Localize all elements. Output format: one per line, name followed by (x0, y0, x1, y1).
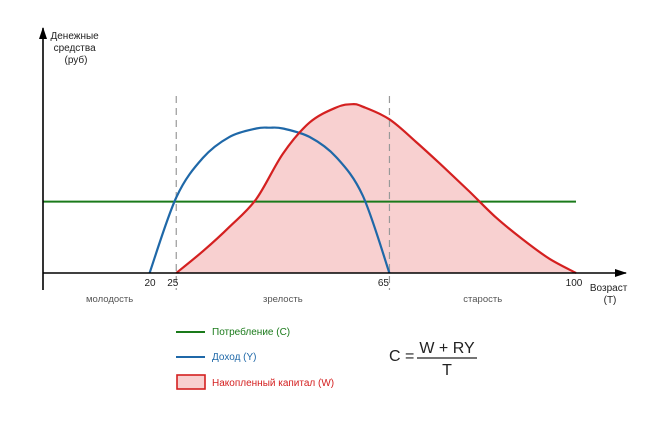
x-tick-label-100: 100 (566, 278, 583, 289)
series-layer (43, 103, 577, 274)
x-axis-label-line-2: (T) (604, 295, 617, 306)
x-tick-label-20: 20 (144, 278, 156, 289)
income-curve (148, 126, 391, 274)
area-layer (176, 104, 577, 273)
x-tick-label-65: 65 (378, 278, 390, 289)
period-separators (175, 96, 391, 290)
y-axis-label-line-3: (руб) (65, 54, 88, 66)
period-label-0: молодость (86, 294, 133, 305)
formula-denominator: T (442, 362, 452, 379)
x-axis-label: Возраст (T) (590, 283, 630, 306)
x-axis-label-line-1: Возраст (590, 283, 628, 294)
formula: C = W + RY T (389, 340, 477, 379)
formula-lhs: C = (389, 348, 414, 365)
legend-label-income: Доход (Y) (212, 352, 257, 363)
capital-curve (175, 103, 577, 274)
legend: Потребление (C) Доход (Y) Накопленный ка… (176, 326, 334, 390)
x-tick-label-25: 25 (167, 278, 179, 289)
x-tick-labels: 20 25 65 100 (144, 278, 582, 289)
y-axis-label-line-1: Денежные (50, 31, 99, 42)
y-axis-label-line-2: средства (54, 43, 97, 54)
capital-area-fill (176, 104, 577, 273)
y-axis-label: Денежные средства (руб) (50, 31, 101, 66)
period-labels: молодость зрелость старость (86, 294, 502, 305)
legend-label-consumption: Потребление (C) (212, 326, 290, 338)
formula-numerator: W + RY (419, 340, 475, 357)
legend-swatch-capital (176, 374, 206, 390)
legend-label-capital: Накопленный капитал (W) (212, 378, 334, 389)
period-label-2: старость (463, 294, 502, 305)
period-label-1: зрелость (263, 294, 303, 305)
